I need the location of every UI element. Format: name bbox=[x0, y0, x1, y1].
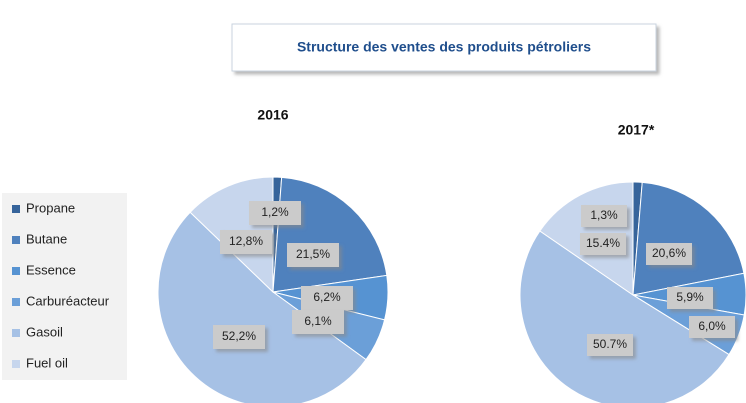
pie-title: 2016 bbox=[257, 107, 288, 123]
title: Structure des ventes des produits pétrol… bbox=[297, 39, 591, 55]
legend-label: Gasoil bbox=[26, 324, 63, 339]
legend-swatch bbox=[12, 205, 20, 213]
data-label: 1,3% bbox=[590, 208, 618, 222]
legend-label: Fuel oil bbox=[26, 355, 68, 370]
title-box bbox=[231, 23, 657, 72]
legend-swatch bbox=[12, 236, 20, 244]
data-label: 15.4% bbox=[586, 236, 620, 250]
data-label-box bbox=[667, 287, 713, 309]
data-label-box bbox=[213, 325, 265, 349]
data-label: 21,5% bbox=[296, 247, 330, 261]
pie-slice bbox=[157, 211, 367, 403]
data-label: 50.7% bbox=[593, 337, 627, 351]
legend-label: Propane bbox=[26, 200, 75, 215]
legend-label: Carburéacteur bbox=[26, 293, 110, 308]
pie-slice bbox=[632, 181, 745, 296]
data-label-box bbox=[580, 233, 626, 255]
data-label-box bbox=[301, 286, 353, 310]
pie-slice bbox=[272, 176, 388, 293]
legend-box bbox=[2, 193, 127, 380]
legend: Propane Butane Essence Carburéacteur Gasoil F… bbox=[12, 200, 110, 370]
data-label-box bbox=[220, 230, 272, 254]
pie-title: 2017* bbox=[618, 122, 655, 138]
data-label: 6,2% bbox=[313, 290, 341, 304]
legend-swatch bbox=[12, 360, 20, 368]
data-label-box bbox=[587, 334, 633, 356]
data-label-box bbox=[287, 243, 339, 267]
data-label-box bbox=[581, 205, 627, 227]
data-label-box bbox=[292, 310, 344, 334]
data-label: 1,2% bbox=[261, 205, 289, 219]
data-label: 12,8% bbox=[229, 234, 263, 248]
pies: 2016 1,2% 21,5% 6,2% 6,1% 52,2% 12,8% 2017* 1,3%… bbox=[157, 107, 746, 403]
data-label: 6,0% bbox=[698, 319, 726, 333]
legend-swatch bbox=[12, 298, 20, 306]
data-label-box bbox=[689, 316, 735, 338]
data-label: 52,2% bbox=[222, 329, 256, 343]
pie-slice bbox=[519, 230, 730, 403]
legend-swatch bbox=[12, 267, 20, 275]
data-label: 5,9% bbox=[676, 290, 704, 304]
data-label: 20,6% bbox=[652, 246, 686, 260]
legend-label: Butane bbox=[26, 231, 67, 246]
data-label: 6,1% bbox=[304, 314, 332, 328]
legend-label: Essence bbox=[26, 262, 76, 277]
data-label-box bbox=[249, 201, 301, 225]
data-label-box bbox=[646, 243, 692, 265]
legend-swatch bbox=[12, 329, 20, 337]
